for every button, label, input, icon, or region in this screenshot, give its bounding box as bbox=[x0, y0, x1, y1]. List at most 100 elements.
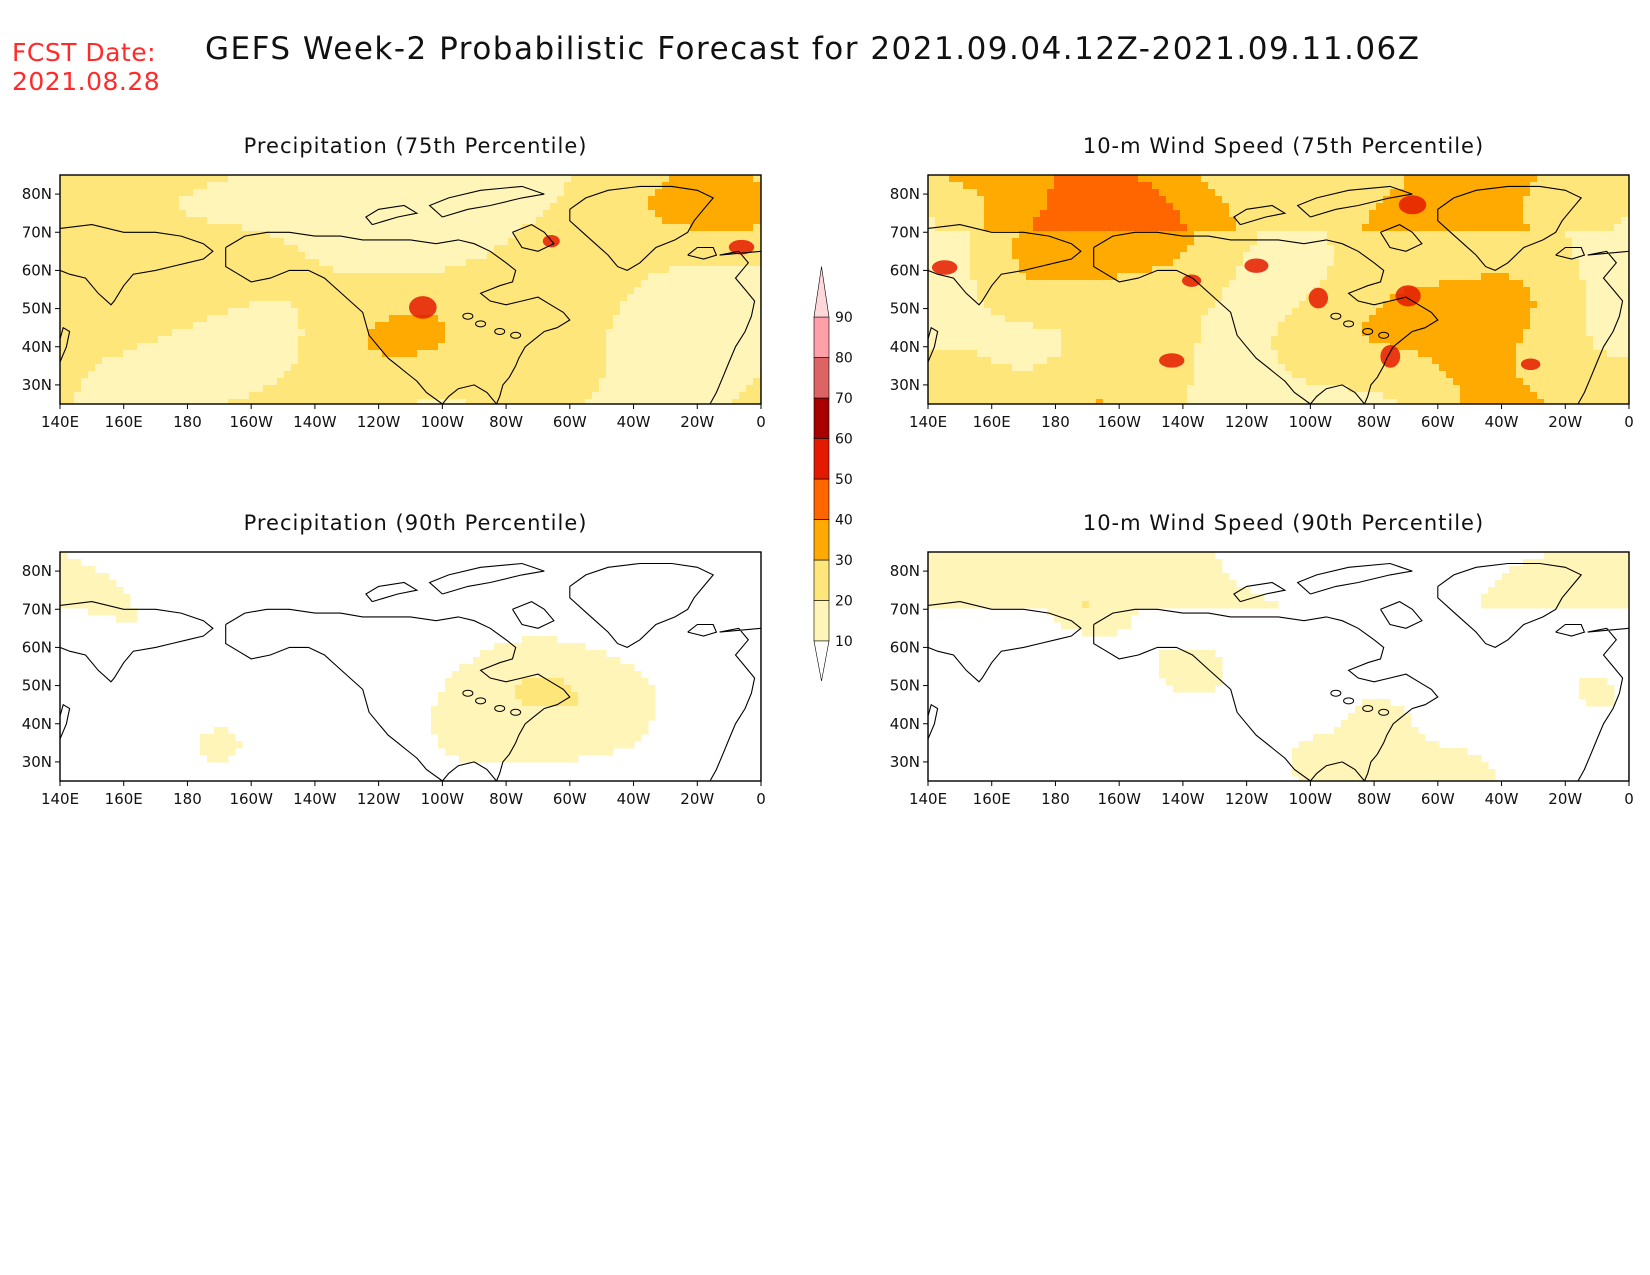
x-tick-label: 100W bbox=[421, 413, 465, 431]
colorbar-label: 20 bbox=[835, 594, 853, 610]
y-tick-label: 80N bbox=[22, 185, 52, 203]
probability-shading bbox=[928, 175, 1629, 404]
x-tick-label: 0 bbox=[756, 790, 766, 808]
y-tick-label: 50N bbox=[22, 300, 52, 318]
y-tick-label: 70N bbox=[890, 600, 920, 618]
x-tick-label: 140E bbox=[41, 413, 79, 431]
x-tick-label: 100W bbox=[1289, 790, 1333, 808]
map-frame bbox=[59, 174, 762, 405]
y-tick-label: 40N bbox=[22, 338, 52, 356]
x-tick-label: 160E bbox=[105, 790, 143, 808]
x-tick-label: 60W bbox=[1421, 413, 1455, 431]
x-tick-label: 120W bbox=[1225, 413, 1269, 431]
x-tick-label: 140W bbox=[293, 413, 337, 431]
x-tick-label: 0 bbox=[1624, 790, 1634, 808]
colorbar-label: 70 bbox=[835, 391, 853, 407]
panel-title: 10-m Wind Speed (90th Percentile) bbox=[1083, 511, 1484, 535]
x-tick-label: 60W bbox=[1421, 790, 1455, 808]
coastlines bbox=[928, 185, 1629, 404]
x-tick-label: 100W bbox=[421, 790, 465, 808]
x-tick-label: 160W bbox=[1097, 413, 1141, 431]
x-tick-label: 160W bbox=[1097, 790, 1141, 808]
x-tick-label: 180 bbox=[1041, 413, 1070, 431]
x-tick-label: 40W bbox=[617, 790, 651, 808]
colorbar-swatch bbox=[813, 357, 830, 399]
x-tick-label: 120W bbox=[357, 413, 401, 431]
coastlines bbox=[928, 562, 1629, 781]
colorbar-label: 50 bbox=[835, 472, 853, 488]
x-tick-label: 160W bbox=[229, 790, 273, 808]
y-tick-label: 70N bbox=[22, 223, 52, 241]
forecast-date: FCST Date: 2021.08.28 bbox=[12, 38, 160, 96]
y-tick-label: 50N bbox=[890, 300, 920, 318]
x-tick-label: 120W bbox=[1225, 790, 1269, 808]
y-tick-label: 80N bbox=[890, 185, 920, 203]
x-tick-label: 0 bbox=[1624, 413, 1634, 431]
x-tick-label: 140W bbox=[1161, 790, 1205, 808]
x-tick-label: 180 bbox=[173, 413, 202, 431]
probability-shading bbox=[60, 175, 761, 404]
x-tick-label: 20W bbox=[680, 413, 714, 431]
y-tick-label: 60N bbox=[22, 638, 52, 656]
x-tick-label: 60W bbox=[553, 413, 587, 431]
colorbar-swatch bbox=[813, 266, 830, 318]
x-tick-label: 160W bbox=[229, 413, 273, 431]
y-tick-label: 60N bbox=[890, 261, 920, 279]
colorbar-swatch bbox=[813, 478, 830, 520]
y-tick-label: 40N bbox=[22, 715, 52, 733]
x-tick-label: 140E bbox=[41, 790, 79, 808]
x-tick-label: 80W bbox=[1357, 413, 1391, 431]
map-panel-wind-75: 10-m Wind Speed (75th Percentile) 140E 160… bbox=[890, 134, 1634, 431]
map-panel-precip-75: Precipitation (75th Percentile) 140E 160E 1… bbox=[22, 134, 766, 431]
colorbar-label: 30 bbox=[835, 553, 853, 569]
x-tick-label: 160E bbox=[105, 413, 143, 431]
colorbar: 10 20 30 40 50 60 70 80 90 bbox=[813, 266, 853, 682]
x-tick-label: 140E bbox=[909, 413, 947, 431]
x-tick-label: 120W bbox=[357, 790, 401, 808]
colorbar-swatch bbox=[813, 559, 830, 601]
colorbar-label: 40 bbox=[835, 513, 853, 529]
map-panel-precip-90: Precipitation (90th Percentile) 140E 160E 1… bbox=[22, 511, 766, 808]
colorbar-label: 10 bbox=[835, 634, 853, 650]
x-tick-label: 40W bbox=[1485, 413, 1519, 431]
x-tick-label: 80W bbox=[489, 790, 523, 808]
panel-title: Precipitation (90th Percentile) bbox=[244, 511, 588, 535]
coastlines bbox=[60, 185, 761, 404]
y-tick-label: 30N bbox=[890, 376, 920, 394]
forecast-date-label: FCST Date: bbox=[12, 38, 157, 67]
panel-title: Precipitation (75th Percentile) bbox=[244, 134, 588, 158]
probability-shading bbox=[928, 552, 1629, 781]
x-tick-label: 160E bbox=[973, 413, 1011, 431]
y-tick-label: 60N bbox=[22, 261, 52, 279]
forecast-date-value: 2021.08.28 bbox=[12, 67, 161, 96]
y-tick-label: 40N bbox=[890, 715, 920, 733]
y-tick-label: 60N bbox=[890, 638, 920, 656]
x-tick-label: 40W bbox=[617, 413, 651, 431]
y-tick-label: 80N bbox=[22, 562, 52, 580]
y-tick-label: 70N bbox=[22, 600, 52, 618]
y-tick-label: 30N bbox=[22, 376, 52, 394]
x-tick-label: 80W bbox=[489, 413, 523, 431]
x-tick-label: 160E bbox=[973, 790, 1011, 808]
x-tick-label: 180 bbox=[173, 790, 202, 808]
map-frame bbox=[59, 551, 762, 782]
colorbar-swatch bbox=[813, 519, 830, 561]
coastlines bbox=[60, 562, 761, 781]
colorbar-swatch bbox=[813, 397, 830, 439]
y-tick-label: 70N bbox=[890, 223, 920, 241]
probability-shading bbox=[60, 552, 761, 781]
colorbar-label: 80 bbox=[835, 351, 853, 367]
colorbar-swatch bbox=[813, 316, 830, 358]
y-tick-label: 40N bbox=[890, 338, 920, 356]
colorbar-swatch bbox=[813, 600, 830, 642]
colorbar-label: 60 bbox=[835, 432, 853, 448]
x-tick-label: 180 bbox=[1041, 790, 1070, 808]
map-frame bbox=[927, 551, 1630, 782]
x-tick-label: 20W bbox=[1548, 413, 1582, 431]
x-tick-label: 20W bbox=[1548, 790, 1582, 808]
colorbar-label: 90 bbox=[835, 310, 853, 326]
y-tick-label: 50N bbox=[890, 677, 920, 695]
colorbar-underflow bbox=[813, 640, 830, 682]
x-tick-label: 140W bbox=[1161, 413, 1205, 431]
